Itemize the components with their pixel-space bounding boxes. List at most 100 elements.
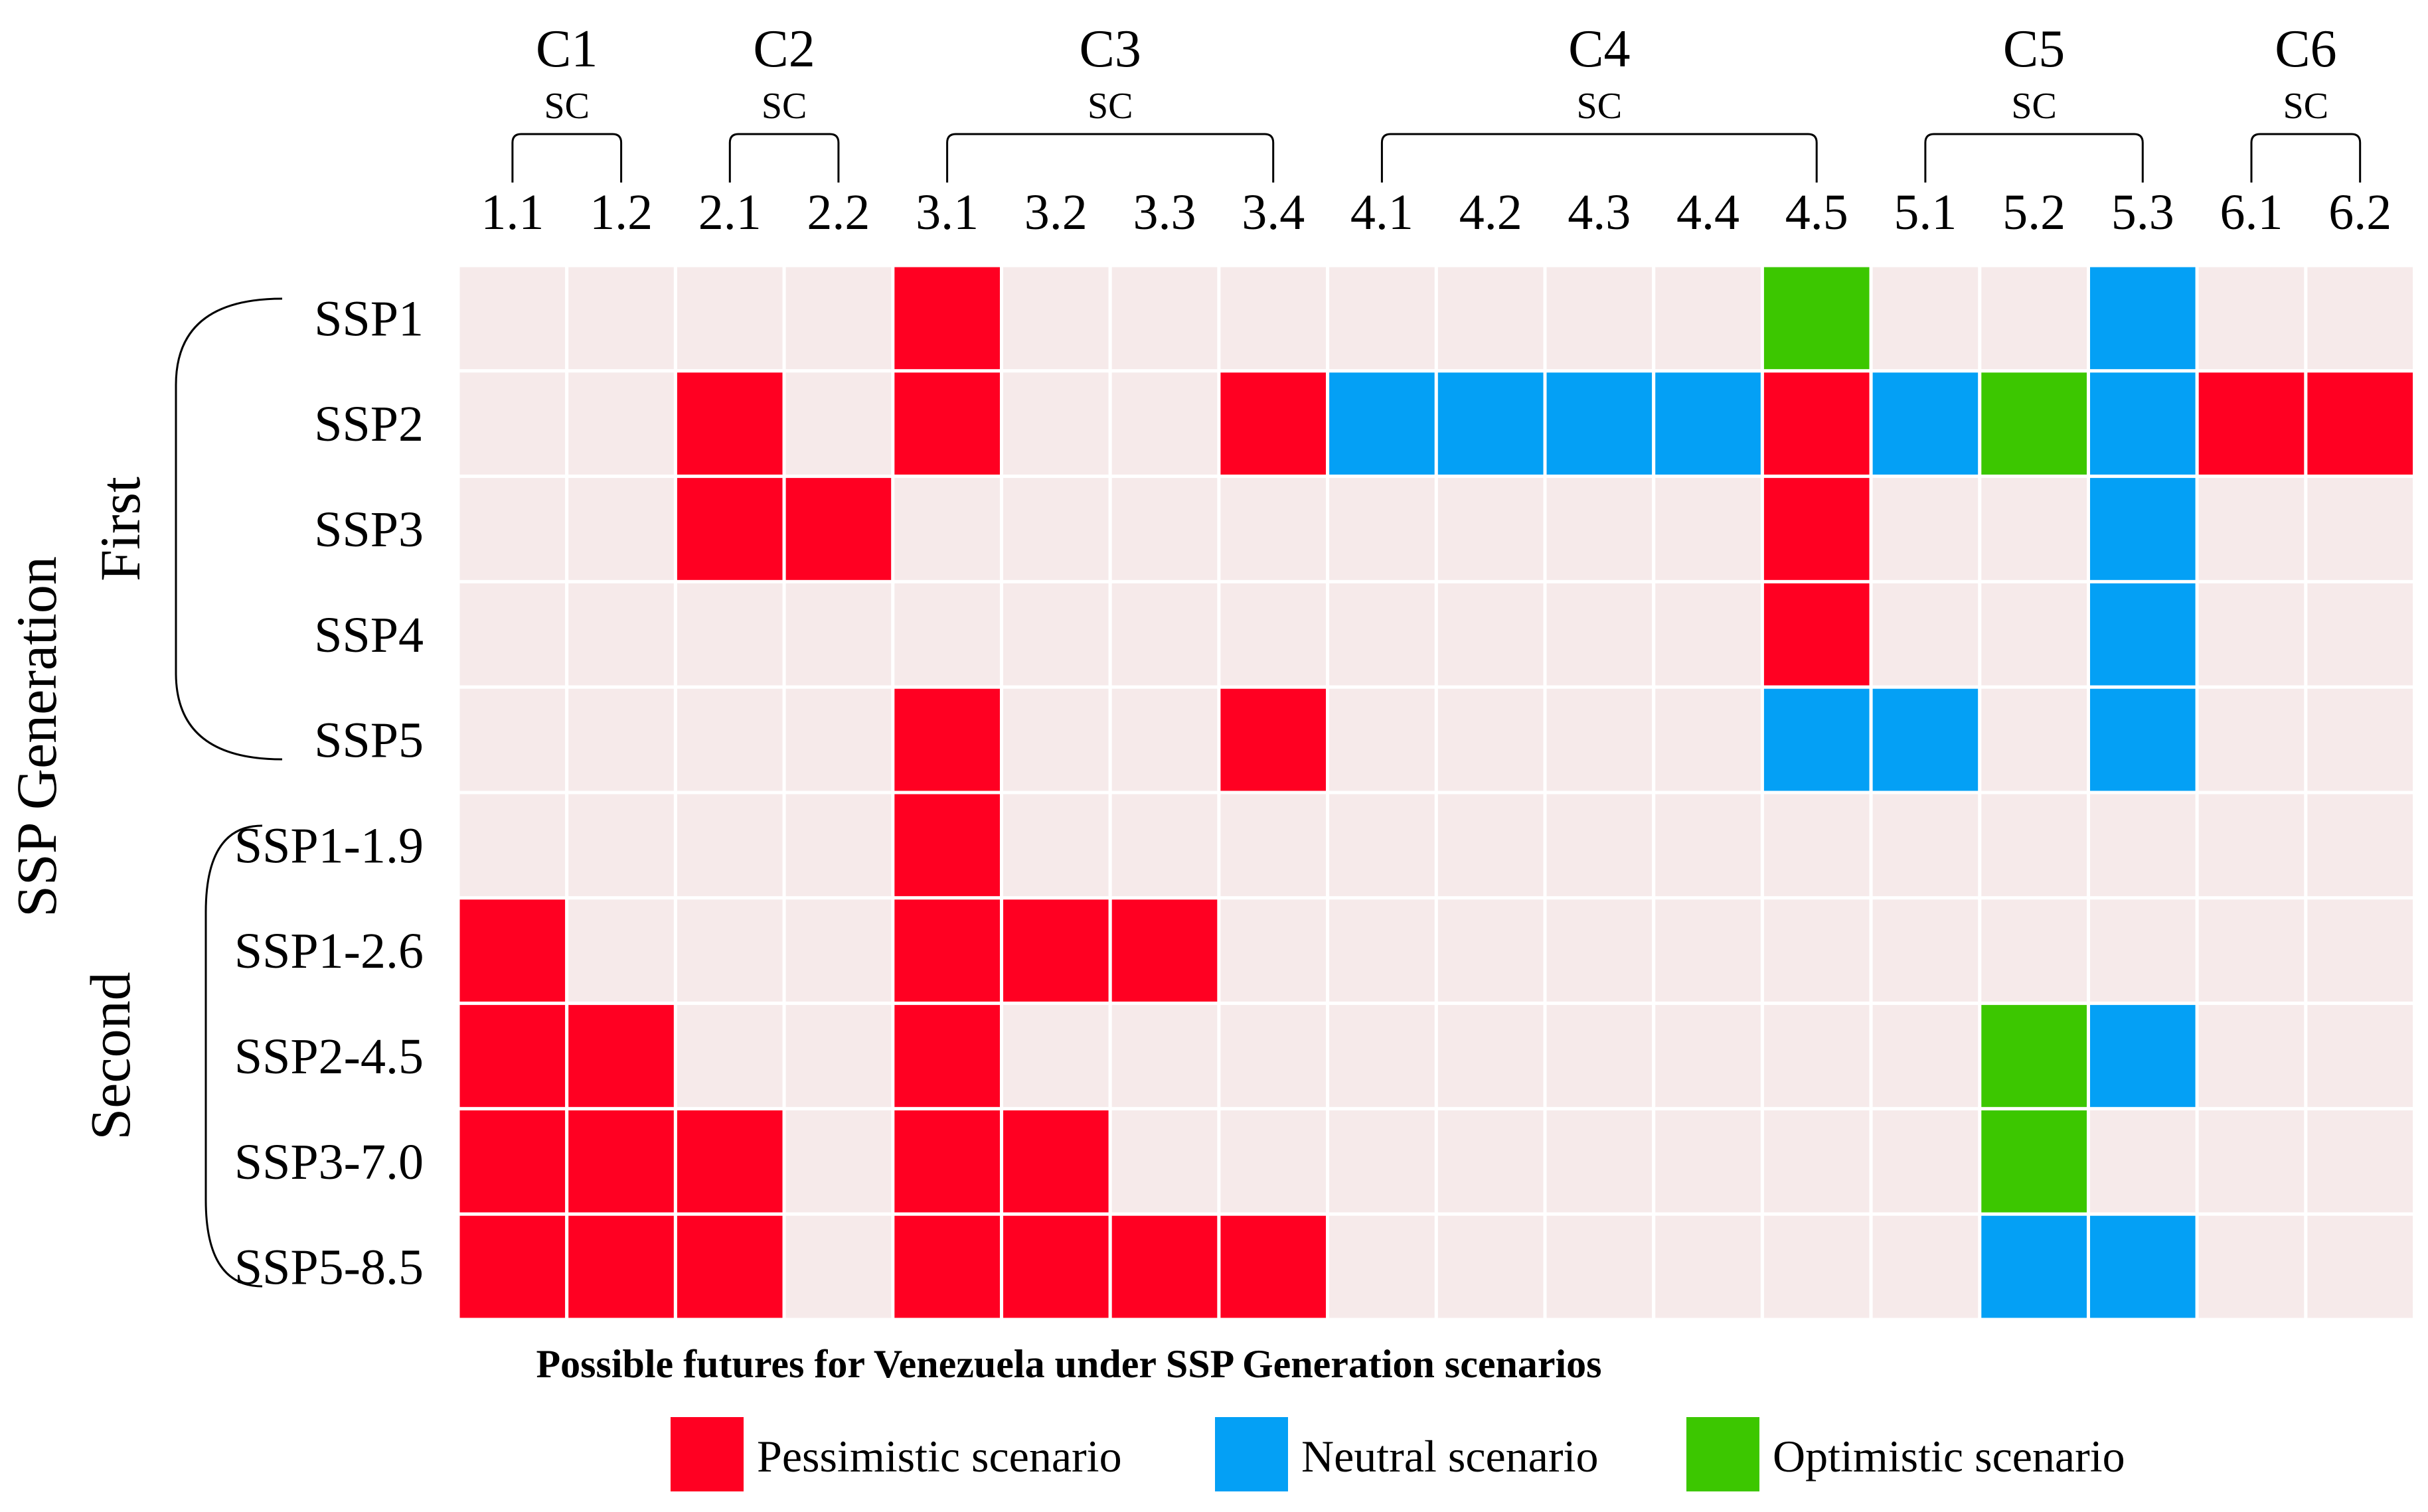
cell-SSP5-8.5-2.1	[673, 1212, 786, 1322]
cell-SSP1-4.5	[1760, 264, 1873, 373]
cell-SSP4-4.1	[1326, 579, 1438, 689]
cell-SSP2-6.1	[2195, 369, 2308, 479]
cell-SSP2-1.1	[456, 369, 569, 479]
cell-SSP3-2.2	[782, 475, 895, 583]
cell-SSP2-4.5-6.1	[2195, 1002, 2308, 1110]
cell-SSP4-3.1	[891, 579, 1004, 689]
cell-SSP3-3.3	[1108, 475, 1221, 583]
cell-SSP5-3.1	[891, 685, 1004, 794]
group-sublabel: SC	[1577, 86, 1623, 127]
cell-SSP2-3.3	[1108, 369, 1221, 479]
cell-SSP4-2.1	[673, 579, 786, 689]
cell-SSP5-4.4	[1652, 685, 1764, 794]
cell-SSP1-2.2	[782, 264, 895, 373]
row-group-bracket	[175, 297, 283, 761]
cell-SSP5-8.5-6.1	[2195, 1212, 2308, 1322]
cell-SSP2-2.1	[673, 369, 786, 479]
cell-SSP5-8.5-5.1	[1869, 1212, 1982, 1322]
row-label: SSP5	[314, 713, 424, 769]
cell-SSP3-7.0-4.1	[1326, 1106, 1438, 1216]
cell-SSP5-8.5-3.2	[1000, 1212, 1112, 1322]
cell-SSP5-8.5-3.1	[891, 1212, 1004, 1322]
column-label: 1.1	[481, 185, 544, 240]
cell-SSP3-1.1	[456, 475, 569, 583]
cell-SSP2-4.5-4.3	[1543, 1002, 1656, 1110]
group-bracket	[1380, 133, 1818, 183]
cell-SSP1-2.6-4.3	[1543, 896, 1656, 1006]
cell-SSP2-4.5-4.4	[1652, 1002, 1764, 1110]
group-label: C6	[2275, 20, 2336, 78]
cell-SSP3-2.1	[673, 475, 786, 583]
cell-SSP2-4.5-1.2	[565, 1002, 677, 1110]
cell-SSP5-8.5-5.2	[1978, 1212, 2091, 1322]
cell-SSP3-7.0-5.1	[1869, 1106, 1982, 1216]
cell-SSP2-4.2	[1434, 369, 1547, 479]
group-sublabel: SC	[762, 86, 807, 127]
cell-SSP1-1.9-1.2	[565, 791, 677, 900]
cell-SSP3-7.0-4.4	[1652, 1106, 1764, 1216]
cell-SSP2-4.3	[1543, 369, 1656, 479]
cell-SSP1-4.2	[1434, 264, 1547, 373]
column-label: 6.1	[2220, 185, 2283, 240]
cell-SSP2-4.5-5.2	[1978, 1002, 2091, 1110]
cell-SSP2-4.5-2.2	[782, 1002, 895, 1110]
cell-SSP1-3.3	[1108, 264, 1221, 373]
cell-SSP2-5.1	[1869, 369, 1982, 479]
cell-SSP5-3.3	[1108, 685, 1221, 794]
cell-SSP4-6.2	[2304, 579, 2417, 689]
cell-SSP3-7.0-3.3	[1108, 1106, 1221, 1216]
legend-swatch	[1686, 1417, 1759, 1491]
cell-SSP3-5.1	[1869, 475, 1982, 583]
cell-SSP5-4.2	[1434, 685, 1547, 794]
cell-SSP2-4.5-4.1	[1326, 1002, 1438, 1110]
cell-SSP1-1.9-2.2	[782, 791, 895, 900]
group-bracket	[511, 133, 623, 183]
cell-SSP3-7.0-1.1	[456, 1106, 569, 1216]
cell-SSP1-4.4	[1652, 264, 1764, 373]
cell-SSP5-3.4	[1217, 685, 1330, 794]
cell-SSP3-5.2	[1978, 475, 2091, 583]
cell-SSP2-3.2	[1000, 369, 1112, 479]
cell-SSP5-8.5-3.3	[1108, 1212, 1221, 1322]
cell-SSP2-1.2	[565, 369, 677, 479]
cell-SSP3-7.0-4.3	[1543, 1106, 1656, 1216]
cell-SSP1-2.6-5.3	[2087, 896, 2199, 1006]
cell-SSP4-3.3	[1108, 579, 1221, 689]
cell-SSP1-3.1	[891, 264, 1004, 373]
group-sublabel: SC	[2011, 86, 2057, 127]
column-header: 1.1 1.2 2.1 2.2 3.1 3.2 3.3 3.4 4.1 4.2 4.3 4.4 4.5 5…	[481, 20, 2391, 240]
cell-SSP5-4.5	[1760, 685, 1873, 794]
cell-SSP5-8.5-4.3	[1543, 1212, 1656, 1322]
column-label: 4.2	[1459, 185, 1522, 240]
cell-SSP2-3.1	[891, 369, 1004, 479]
column-label: 1.2	[590, 185, 653, 240]
cell-SSP5-8.5-3.4	[1217, 1212, 1330, 1322]
cell-SSP1-1.9-2.1	[673, 791, 786, 900]
cell-SSP1-6.1	[2195, 264, 2308, 373]
column-label: 3.3	[1133, 185, 1196, 240]
cell-SSP5-8.5-5.3	[2087, 1212, 2199, 1322]
cell-SSP2-4.5-3.1	[891, 1002, 1004, 1110]
column-label: 4.1	[1350, 185, 1414, 240]
row-label: SSP1-1.9	[234, 818, 424, 873]
cell-SSP1-2.6-4.2	[1434, 896, 1547, 1006]
cell-SSP1-1.9-6.2	[2304, 791, 2417, 900]
cell-SSP1-1.9-4.1	[1326, 791, 1438, 900]
group-bracket	[946, 133, 1275, 183]
cell-SSP1-6.2	[2304, 264, 2417, 373]
cell-SSP2-5.3	[2087, 369, 2199, 479]
cell-SSP4-5.2	[1978, 579, 2091, 689]
legend-label: Pessimistic scenario	[757, 1431, 1122, 1481]
cell-SSP5-5.3	[2087, 685, 2199, 794]
cell-SSP3-4.3	[1543, 475, 1656, 583]
cell-SSP5-4.1	[1326, 685, 1438, 794]
cell-SSP4-5.3	[2087, 579, 2199, 689]
cell-SSP1-1.2	[565, 264, 677, 373]
cell-SSP3-7.0-2.2	[782, 1106, 895, 1216]
group-bracket	[1924, 133, 2144, 183]
cell-SSP2-4.5-5.1	[1869, 1002, 1982, 1110]
row-label: SSP1-2.6	[234, 923, 424, 979]
cell-SSP1-4.3	[1543, 264, 1656, 373]
cell-SSP1-1.9-5.1	[1869, 791, 1982, 900]
row-label: SSP1	[314, 291, 424, 346]
